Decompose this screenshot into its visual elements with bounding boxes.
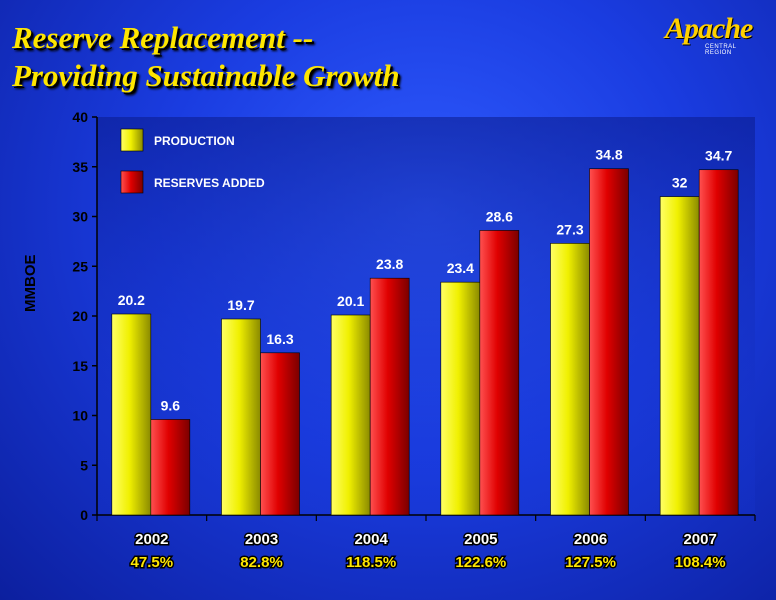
production-value-label: 23.4 [447,260,474,276]
reserves-bar [260,352,300,516]
production-value-label: 19.7 [227,297,254,313]
replacement-percent-label: 108.4% [675,554,726,571]
y-axis-label: MMBOE [22,254,39,313]
legend-label-production: PRODUCTION [154,134,235,148]
production-bar [440,281,481,516]
production-bar [221,318,261,516]
legend-swatch-reserves [120,170,144,194]
reserves-bar [589,168,629,516]
replacement-percent-label: 127.5% [565,554,616,571]
production-value-label: 32 [672,175,688,191]
legend-swatch-production [120,128,144,152]
reserves-bar [479,230,520,516]
y-tick-label: 5 [80,457,88,473]
reserves-bar [698,169,739,516]
replacement-percent-label: 122.6% [455,554,506,571]
slide-title-line1: Reserve Replacement -- [12,20,314,55]
y-tick-label: 40 [72,109,88,125]
y-tick-label: 30 [72,209,88,225]
production-bar [330,314,371,516]
replacement-percent-label: 82.8% [240,554,283,571]
y-tick-label: 35 [72,159,88,175]
y-tick-label: 20 [72,308,88,324]
category-label: 2003 [245,531,278,548]
y-tick-label: 0 [80,507,88,523]
category-label: 2002 [135,531,168,548]
production-bar [550,243,590,516]
category-label: 2007 [683,531,716,548]
production-bar [111,313,152,516]
logo-wordmark: Apache [665,12,753,45]
reserves-value-label: 34.7 [705,148,732,164]
apache-logo: Apache CENTRAL REGION [665,12,765,56]
production-value-label: 20.2 [118,292,145,308]
slide-title-line2: Providing Sustainable Growth [12,58,400,93]
production-bar [659,196,700,516]
replacement-percent-label: 47.5% [131,554,174,571]
legend-label-reserves: RESERVES ADDED [154,176,265,190]
reserves-value-label: 23.8 [376,256,403,272]
category-label: 2006 [574,531,607,548]
logo-subtitle: CENTRAL REGION [705,44,737,56]
reserves-value-label: 9.6 [161,397,181,413]
production-value-label: 27.3 [556,221,583,237]
category-label: 2005 [464,531,497,548]
y-tick-label: 25 [72,258,88,274]
replacement-percent-label: 118.5% [346,554,396,571]
production-value-label: 20.1 [337,293,364,309]
category-label: 2004 [354,531,388,548]
reserves-value-label: 28.6 [486,208,513,224]
reserves-bar [369,277,410,516]
y-tick-label: 15 [72,358,88,374]
reserves-value-label: 34.8 [595,147,622,163]
y-tick-label: 10 [72,408,88,424]
reserves-value-label: 16.3 [266,331,293,347]
plot-area [97,117,755,515]
reserves-bar [150,419,191,516]
